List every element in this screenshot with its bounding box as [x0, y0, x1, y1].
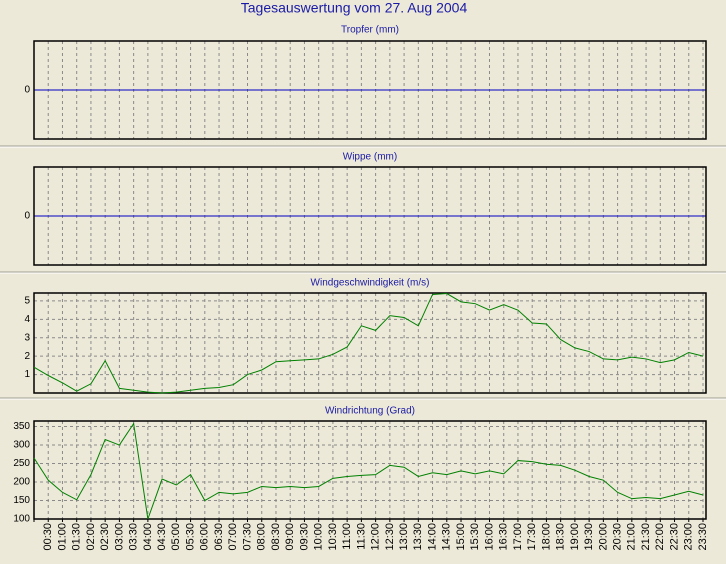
x-tick-label: 05:00	[170, 523, 182, 551]
plot-frame	[33, 420, 707, 520]
y-tick-label: 5	[24, 296, 30, 307]
x-tick-label: 01:00	[56, 523, 68, 551]
y-tick-label: 350	[13, 421, 30, 432]
panel-title: Windgeschwindigkeit (m/s)	[311, 278, 430, 289]
plot-frame	[33, 166, 707, 266]
x-tick-label: 15:00	[455, 523, 467, 551]
data-line	[33, 293, 704, 394]
x-tick-label: 10:30	[327, 523, 339, 551]
x-tick-label: 21:30	[640, 523, 652, 551]
x-tick-label: 12:30	[384, 523, 396, 551]
x-tick-label: 16:00	[483, 523, 495, 551]
x-tick-label: 05:30	[184, 523, 196, 551]
x-tick-label: 21:00	[626, 523, 638, 551]
x-tick-label: 11:00	[341, 523, 353, 550]
x-tick-label: 07:00	[227, 523, 239, 551]
x-tick-label: 03:30	[128, 523, 140, 551]
x-tick-label: 13:30	[412, 523, 424, 551]
y-tick-label: 250	[13, 458, 30, 469]
x-tick-label: 09:00	[284, 523, 296, 551]
x-tick-label: 06:30	[213, 523, 225, 551]
plot-frame	[33, 40, 707, 140]
x-tick-label: 16:30	[498, 523, 510, 551]
x-tick-label: 02:30	[99, 523, 111, 551]
y-tick-label: 3	[24, 332, 30, 343]
x-tick-label: 15:30	[469, 523, 481, 551]
x-tick-label: 09:30	[298, 523, 310, 551]
x-tick-label: 20:00	[597, 523, 609, 551]
x-tick-label: 22:30	[668, 523, 680, 551]
x-tick-label: 06:00	[199, 523, 211, 551]
x-tick-label: 22:00	[654, 523, 666, 551]
y-tick-label: 100	[13, 514, 30, 525]
x-tick-label: 00:30	[42, 523, 54, 551]
y-tick-label: 1	[24, 369, 30, 380]
x-tick-label: 01:30	[71, 523, 83, 551]
y-tick-label: 0	[24, 85, 30, 96]
x-tick-label: 08:30	[270, 523, 282, 551]
x-tick-label: 13:00	[398, 523, 410, 551]
x-tick-label: 23:30	[697, 523, 709, 551]
x-tick-label: 10:00	[313, 523, 325, 551]
x-tick-label: 07:30	[241, 523, 253, 551]
plot-frame	[33, 292, 707, 394]
x-tick-label: 18:00	[540, 523, 552, 551]
x-tick-label: 08:00	[256, 523, 268, 551]
x-tick-label: 04:00	[142, 523, 154, 551]
panel-title: Tropfer (mm)	[341, 25, 399, 36]
y-tick-label: 4	[24, 314, 30, 325]
x-tick-label: 11:30	[355, 523, 367, 550]
y-tick-label: 150	[13, 495, 30, 506]
x-tick-label: 18:30	[555, 523, 567, 551]
x-tick-label: 12:00	[370, 523, 382, 551]
y-tick-label: 200	[13, 477, 30, 488]
x-tick-label: 14:30	[441, 523, 453, 551]
x-tick-label: 17:00	[512, 523, 524, 551]
page-title: Tagesauswertung vom 27. Aug 2004	[241, 0, 468, 16]
x-tick-label: 20:30	[612, 523, 624, 551]
x-tick-label: 19:30	[583, 523, 595, 551]
x-tick-label: 04:30	[156, 523, 168, 551]
x-tick-label: 14:00	[426, 523, 438, 551]
y-tick-label: 2	[24, 351, 30, 362]
x-tick-label: 17:30	[526, 523, 538, 551]
x-tick-label: 19:00	[569, 523, 581, 551]
x-tick-label: 23:00	[683, 523, 695, 551]
y-tick-label: 300	[13, 440, 30, 451]
x-tick-label: 02:00	[85, 523, 97, 551]
panel-title: Windrichtung (Grad)	[325, 406, 415, 417]
y-tick-label: 0	[24, 211, 30, 222]
data-line	[33, 422, 704, 520]
panel-title: Wippe (mm)	[343, 152, 397, 163]
x-tick-label: 03:00	[113, 523, 125, 551]
